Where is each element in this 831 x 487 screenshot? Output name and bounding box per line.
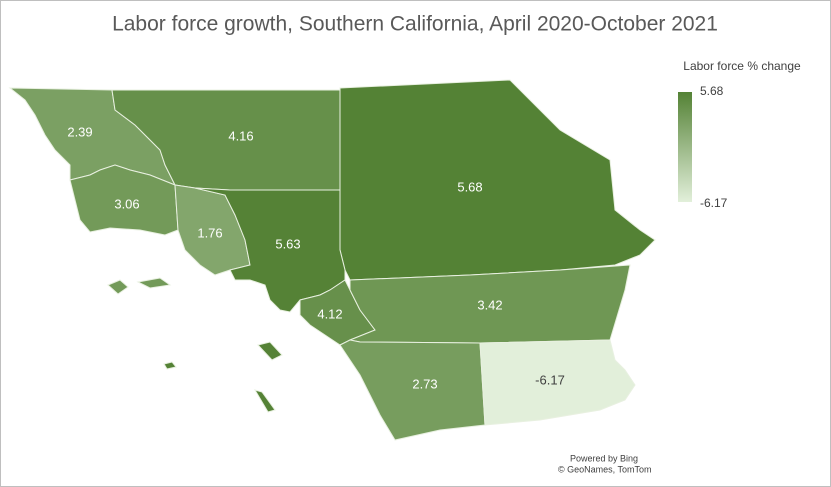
value-label: 1.76 <box>197 225 222 240</box>
value-label: 4.16 <box>228 128 253 143</box>
value-label: 3.42 <box>477 297 502 312</box>
region <box>479 339 636 426</box>
island <box>257 341 283 361</box>
legend-min: -6.17 <box>700 196 728 210</box>
island <box>163 361 177 370</box>
legend-max: 5.68 <box>700 84 724 98</box>
value-label: 3.06 <box>114 196 139 211</box>
island <box>107 279 129 295</box>
map-title: Labor force growth, Southern California,… <box>112 13 718 36</box>
value-label: 2.39 <box>67 124 92 139</box>
legend-bar <box>678 92 692 202</box>
value-label: 5.68 <box>457 179 482 194</box>
island <box>253 389 276 413</box>
attribution: © GeoNames, TomTom <box>558 464 652 474</box>
value-label: 4.12 <box>317 306 342 321</box>
region <box>339 339 486 441</box>
regions: 2.39 4.16 5.68 3.06 1.76 5.63 4.12 3.42 2.73 -6.1… <box>8 79 656 441</box>
region <box>194 187 346 313</box>
value-label: -6.17 <box>535 372 565 387</box>
legend-title: Labor force % change <box>683 59 801 73</box>
value-label: 5.63 <box>275 236 300 251</box>
attribution: Powered by Bing <box>570 453 638 463</box>
island <box>136 277 172 289</box>
value-label: 2.73 <box>412 376 437 391</box>
